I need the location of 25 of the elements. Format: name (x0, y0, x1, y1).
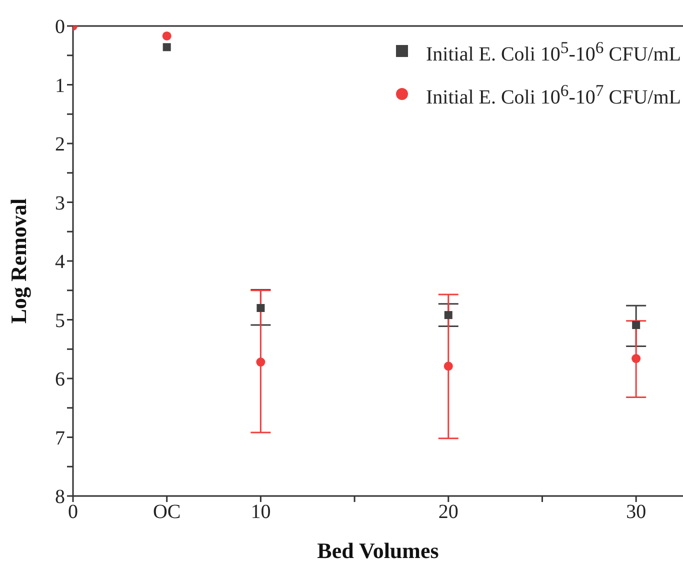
point (444, 311, 452, 320)
x-tick-label: OC (152, 501, 181, 524)
point (444, 362, 453, 371)
point (632, 321, 640, 330)
y-axis-title: Log Removal (6, 198, 31, 324)
y-tick-label: 2 (55, 134, 65, 156)
legend-label: Initial E. Coli 10$^{5}$-10$^{6}$ CFU/mL (426, 37, 681, 68)
y-tick-label: 4 (55, 251, 65, 274)
y-tick-label: 5 (55, 310, 65, 332)
point (632, 354, 641, 364)
y-tick-label: 8 (55, 486, 65, 508)
x-tick-label: 30 (626, 501, 646, 524)
point (162, 31, 172, 40)
x-tick-label: 20 (438, 501, 458, 524)
point (256, 358, 266, 367)
y-tick-label: 6 (55, 368, 65, 391)
x-tick-label: 10 (250, 501, 271, 524)
y-tick-label: 1 (55, 74, 65, 97)
y-tick-label: 3 (55, 192, 65, 214)
point (256, 304, 265, 312)
y-tick-label: 0 (55, 16, 65, 38)
legend-label: Initial E. Coli 10$^{6}$-10$^{7}$ CFU/mL (426, 80, 681, 110)
x-axis-title: Bed Volumes (317, 538, 440, 563)
point (162, 43, 171, 52)
y-tick-label: 7 (55, 427, 65, 450)
